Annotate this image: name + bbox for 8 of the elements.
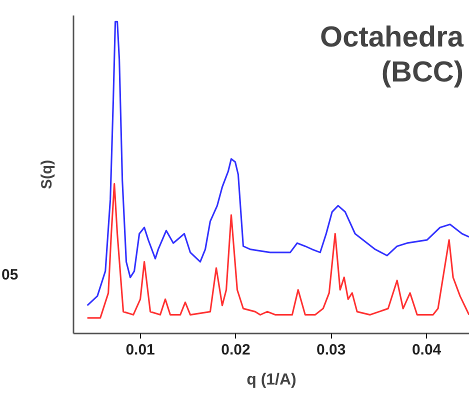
x-axis-title: q (1/A) <box>246 372 296 388</box>
y-axis-title: S(q) <box>38 160 56 190</box>
x-tick-label: 0.04 <box>412 342 442 358</box>
x-tick-label: 0.01 <box>126 342 155 358</box>
text: Octahedra (BCC) <box>320 22 464 89</box>
x-tick-label: 0.03 <box>316 342 346 358</box>
text: 05 <box>2 266 18 284</box>
x-tick-label: 0.02 <box>221 342 250 358</box>
